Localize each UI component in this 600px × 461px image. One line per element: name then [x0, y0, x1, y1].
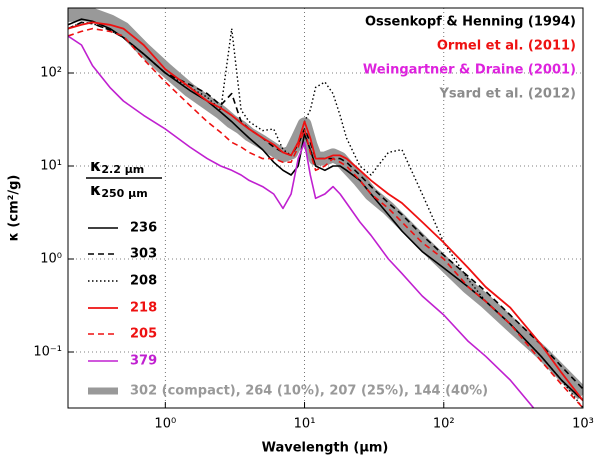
y-tick-label: 10⁰ — [40, 252, 62, 267]
x-tick-label: 10¹ — [294, 417, 316, 432]
series-line — [68, 35, 535, 408]
x-tick-label: 10⁰ — [154, 417, 176, 432]
y-tick-label: 10⁻¹ — [33, 345, 62, 360]
series-line — [68, 21, 583, 390]
legend-title-subscript: 2.2 μm — [101, 163, 144, 176]
legend-label: 218 — [130, 301, 157, 316]
y-tick-label: 10² — [40, 66, 62, 81]
x-axis-label: Wavelength (μm) — [262, 441, 389, 456]
reference-label: Ossenkopf & Henning (1994) — [365, 15, 576, 30]
legend-label: 205 — [130, 327, 157, 342]
series-line — [68, 21, 583, 402]
legend-title-numerator: κ2.2 μm — [90, 156, 144, 177]
x-tick-label: 10³ — [572, 417, 594, 432]
y-tick-label: 10¹ — [40, 159, 62, 174]
plot-area — [68, 8, 583, 408]
legend-label: 303 — [130, 247, 157, 262]
legend-label: 208 — [130, 274, 157, 289]
series-line — [68, 27, 583, 408]
legend-label: 302 (compact), 264 (10%), 207 (25%), 144… — [130, 384, 488, 399]
legend-title-denominator: κ250 μm — [90, 180, 148, 201]
reference-label: Ysard et al. (2012) — [439, 87, 576, 102]
reference-label: Ormel et al. (2011) — [437, 39, 576, 54]
x-tick-label: 10² — [433, 417, 455, 432]
legend-title-symbol: κ — [90, 156, 101, 175]
plot-lines — [68, 8, 583, 408]
legend-label: 236 — [130, 221, 157, 236]
legend-title-subscript: 250 μm — [101, 187, 147, 200]
reference-label: Weingartner & Draine (2001) — [363, 63, 576, 78]
legend-label: 379 — [130, 354, 157, 369]
plot-frame — [67, 7, 584, 409]
legend-title-symbol: κ — [90, 180, 101, 199]
y-axis-label: κ (cm²/g) — [7, 175, 22, 242]
legend: Ossenkopf & Henning (1994) Ormel et al. (… — [86, 15, 576, 399]
